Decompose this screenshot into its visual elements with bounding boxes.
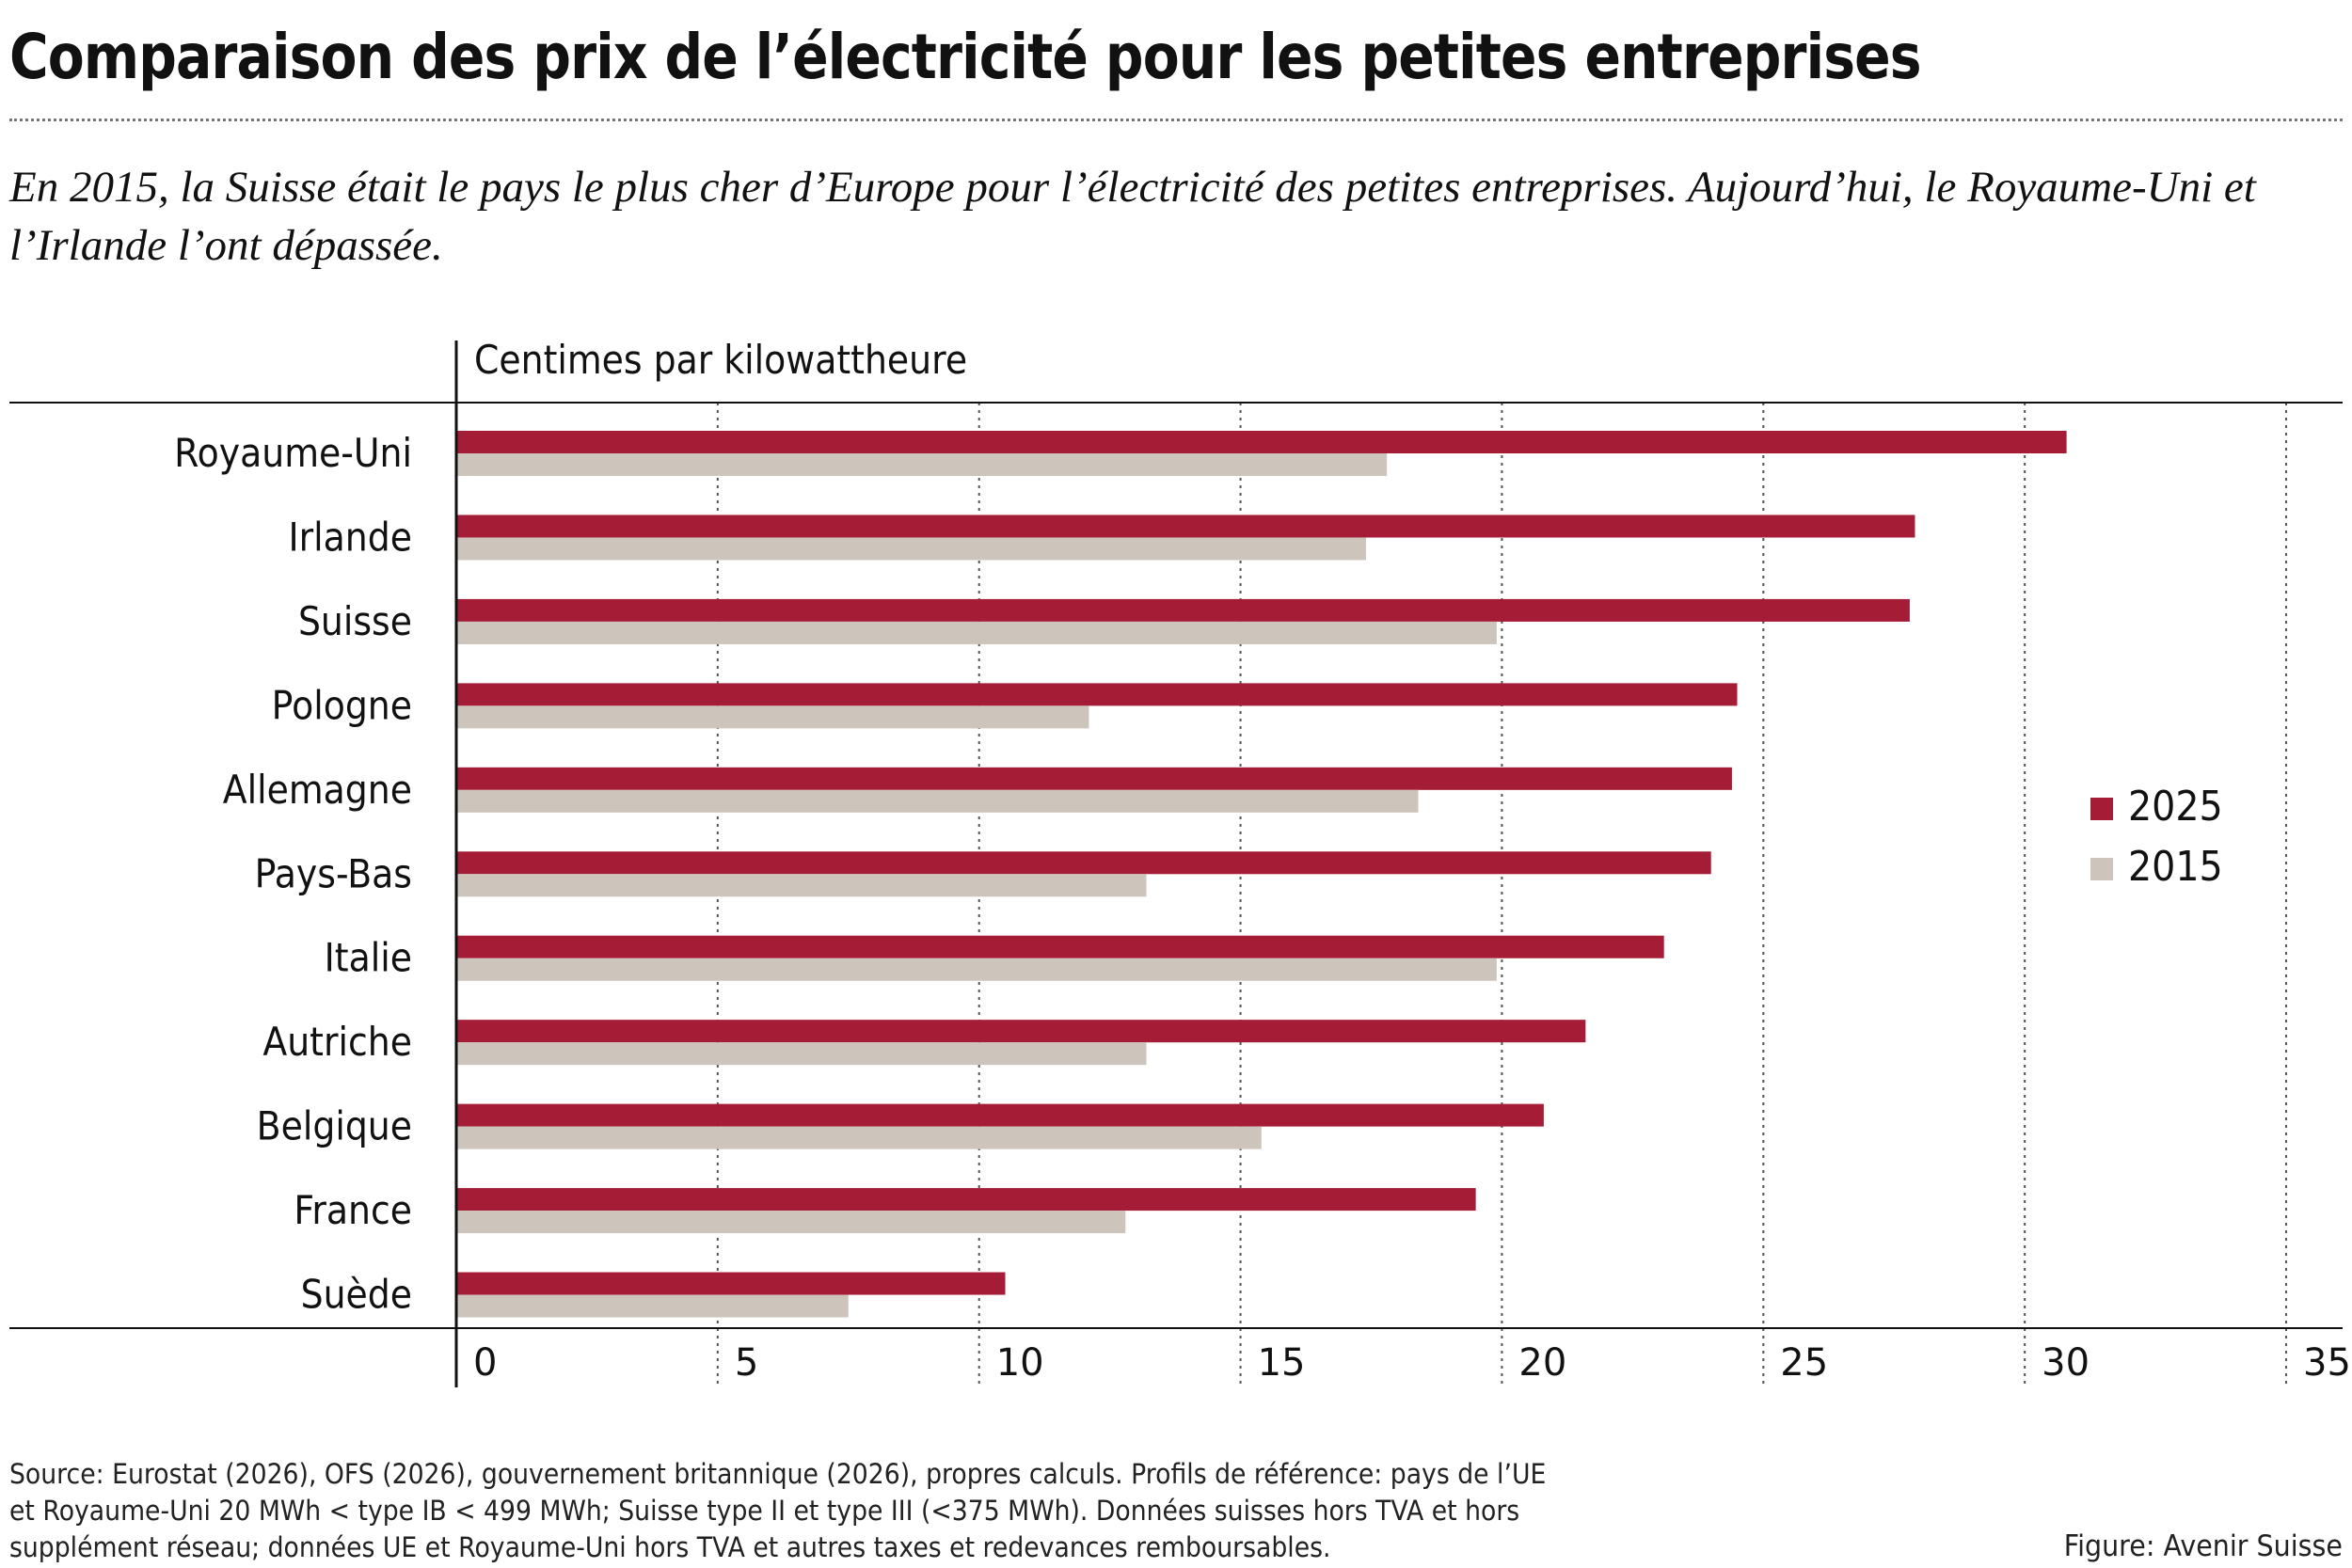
bar-2015 [456, 537, 1366, 561]
axes [9, 341, 2343, 1387]
bar-2015 [456, 958, 1497, 981]
legend: 2025 2015 [2090, 782, 2223, 891]
category-label: Allemagne [223, 768, 412, 813]
category-label: Pays-Bas [255, 851, 412, 896]
bar-2015 [456, 789, 1419, 813]
source-note: Source: Eurostat (2026), OFS (2026), gou… [9, 1458, 1547, 1563]
unit-label: Centimes par kilowattheure [474, 338, 967, 383]
category-label: Royaume-Uni [174, 431, 412, 476]
category-label: Autriche [262, 1020, 412, 1065]
bar-chart: Royaume-Uni Irlande Suisse Pologne Allemagne… [9, 338, 2351, 1387]
bar-2015 [456, 1294, 849, 1318]
bar-2025 [456, 767, 1732, 790]
x-tick-label: 35 [2303, 1341, 2351, 1385]
category-label: Belgique [257, 1104, 412, 1149]
x-tick-label: 20 [1518, 1341, 1566, 1385]
legend-swatch [2090, 858, 2113, 880]
gridlines [716, 403, 2287, 1387]
bar-2015 [456, 1211, 1126, 1234]
bar-2015 [456, 874, 1147, 897]
bars [456, 431, 2067, 1318]
category-label: Suède [301, 1273, 412, 1318]
x-tick-label: 25 [1780, 1341, 1828, 1385]
bar-2015 [456, 705, 1089, 729]
category-label: Pologne [272, 684, 412, 729]
title-divider [9, 119, 2343, 121]
chart-title: Comparaison des prix de l’électricité po… [9, 21, 1922, 93]
category-label: Italie [325, 936, 412, 981]
bar-2015 [456, 1042, 1147, 1066]
bar-2025 [456, 515, 1915, 538]
bar-2025 [456, 598, 1910, 622]
legend-label: 2025 [2128, 782, 2223, 831]
bar-2025 [456, 683, 1738, 706]
bar-2025 [456, 851, 1711, 875]
bar-2025 [456, 1020, 1586, 1043]
legend-swatch [2090, 798, 2113, 820]
x-tick-label: 30 [2042, 1341, 2090, 1385]
bar-2025 [456, 935, 1664, 958]
category-label: Irlande [288, 515, 412, 561]
chart-subtitle: En 2015, la Suisse était le pays le plus… [9, 163, 2256, 270]
x-tick-label: 15 [1258, 1341, 1306, 1385]
bar-2025 [456, 431, 2067, 453]
bar-2015 [456, 1126, 1262, 1149]
category-label: France [294, 1188, 412, 1233]
bar-2025 [456, 1272, 1006, 1295]
x-tick-labels: 0 5 10 15 20 25 30 35 [473, 1341, 2351, 1385]
bar-2015 [456, 453, 1388, 476]
legend-label: 2015 [2128, 842, 2223, 891]
figure-credit: Figure: Avenir Suisse [2063, 1529, 2343, 1563]
bar-2025 [456, 1188, 1476, 1212]
x-tick-label: 10 [996, 1341, 1044, 1385]
bar-2015 [456, 621, 1497, 644]
bar-2025 [456, 1103, 1544, 1127]
x-tick-label: 0 [473, 1341, 497, 1385]
category-label: Suisse [298, 599, 412, 644]
category-labels: Royaume-Uni Irlande Suisse Pologne Allemagne… [174, 431, 412, 1318]
x-tick-label: 5 [735, 1341, 758, 1385]
